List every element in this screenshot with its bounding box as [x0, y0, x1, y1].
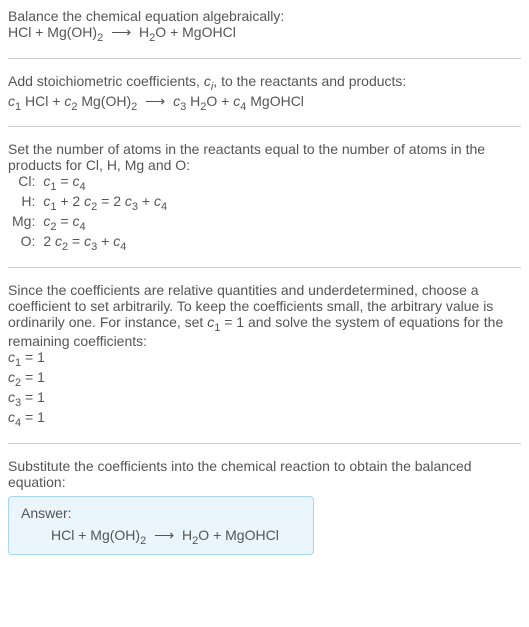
intro-equation: HCl + Mg(OH)2 ⟶ H2O + MgOHCl [8, 24, 521, 44]
eq-h2o-a: H [139, 24, 149, 40]
eq-text: = 2 [97, 193, 125, 209]
eq-hcl-mgoh: HCl + Mg(OH) [8, 24, 97, 40]
atom-row: Cl:c1 = c4 [12, 173, 167, 193]
coeff-sub: 4 [120, 241, 126, 253]
step5-text: Substitute the coefficients into the che… [8, 458, 521, 490]
coeff-list: c1 = 1c2 = 1c3 = 1c4 = 1 [8, 349, 521, 428]
eq-arrow: ⟶ [107, 24, 135, 40]
eq-text: = [56, 173, 72, 189]
step2-text: Add stoichiometric coefficients, ci, to … [8, 73, 521, 93]
divider [8, 58, 521, 59]
step-substitute: Substitute the coefficients into the che… [8, 458, 521, 556]
h2o-c: O [206, 93, 217, 109]
ans-arrow: ⟶ [150, 527, 178, 543]
atom-label: Cl: [12, 173, 43, 193]
coeff-line: c3 = 1 [8, 389, 521, 409]
mgoh-b: 2 [131, 100, 137, 112]
coeff-val: = 1 [21, 409, 45, 425]
mgohcl: MgOHCl [250, 93, 304, 109]
eq-text: + [97, 233, 113, 249]
plus1: + [48, 93, 64, 109]
coeff-var: c [8, 369, 15, 385]
step2-text-b: , to the reactants and products: [213, 73, 406, 89]
coeff-line: c4 = 1 [8, 409, 521, 429]
arrow2: ⟶ [141, 93, 169, 109]
ans-rest: O + MgOHCl [198, 527, 279, 543]
atom-eq: c1 + 2 c2 = 2 c3 + c4 [43, 193, 167, 213]
answer-equation: HCl + Mg(OH)2 ⟶ H2O + MgOHCl [21, 527, 301, 547]
atom-row: O:2 c2 = c3 + c4 [12, 233, 167, 253]
step2-text-a: Add stoichiometric coefficients, [8, 73, 204, 89]
step4-text: Since the coefficients are relative quan… [8, 282, 521, 350]
coeff-val: = 1 [21, 389, 45, 405]
ans-sub2: 2 [140, 534, 146, 546]
coeff-var: c [55, 233, 62, 249]
atom-row: Mg:c2 = c4 [12, 213, 167, 233]
coeff-line: c2 = 1 [8, 369, 521, 389]
h2o-a: H [190, 93, 200, 109]
coeff-var: c [154, 193, 161, 209]
hcl: HCl [25, 93, 48, 109]
atom-label: H: [12, 193, 43, 213]
atom-eq: c1 = c4 [43, 173, 167, 193]
coeff-var: c [8, 349, 15, 365]
eq-text: + [138, 193, 154, 209]
step-add-coeff: Add stoichiometric coefficients, ci, to … [8, 73, 521, 113]
atom-label: Mg: [12, 213, 43, 233]
atom-eq: 2 c2 = c3 + c4 [43, 233, 167, 253]
ans-h2o-a: H [182, 527, 192, 543]
step3-text: Set the number of atoms in the reactants… [8, 141, 521, 173]
ans-hcl-mgoh: HCl + Mg(OH) [51, 527, 140, 543]
eq-sub2: 2 [97, 32, 103, 44]
coeff-val: = 1 [21, 349, 45, 365]
eq-text: = [68, 233, 84, 249]
coeff-sub: 4 [79, 181, 85, 193]
coeff-val: = 1 [21, 369, 45, 385]
coeff-sub: 4 [79, 221, 85, 233]
atom-row: H:c1 + 2 c2 = 2 c3 + c4 [12, 193, 167, 213]
eq-text: = [56, 213, 72, 229]
eq-text: + 2 [56, 193, 84, 209]
coeff-var: c [8, 389, 15, 405]
intro-text: Balance the chemical equation algebraica… [8, 8, 521, 24]
answer-box: Answer: HCl + Mg(OH)2 ⟶ H2O + MgOHCl [8, 496, 314, 556]
plus2: + [217, 93, 233, 109]
coeff-var: c [8, 409, 15, 425]
c1-c: c [8, 93, 15, 109]
mgoh-a: Mg(OH) [81, 93, 131, 109]
divider [8, 267, 521, 268]
divider [8, 126, 521, 127]
coeff-equation: c1 HCl + c2 Mg(OH)2 ⟶ c3 H2O + c4 MgOHCl [8, 93, 521, 113]
atom-table: Cl:c1 = c4H:c1 + 2 c2 = 2 c3 + c4Mg:c2 =… [12, 173, 167, 252]
step-balance-intro: Balance the chemical equation algebraica… [8, 8, 521, 44]
eq-rest: O + MgOHCl [155, 24, 236, 40]
coeff-line: c1 = 1 [8, 349, 521, 369]
atom-label: O: [12, 233, 43, 253]
step-solve: Since the coefficients are relative quan… [8, 282, 521, 429]
answer-label: Answer: [21, 505, 301, 521]
ci-c: c [204, 73, 211, 89]
eq-text: 2 [43, 233, 55, 249]
atom-eq: c2 = c4 [43, 213, 167, 233]
divider [8, 443, 521, 444]
coeff-var: c [125, 193, 132, 209]
step-atom-balance: Set the number of atoms in the reactants… [8, 141, 521, 252]
coeff-sub: 4 [161, 201, 167, 213]
